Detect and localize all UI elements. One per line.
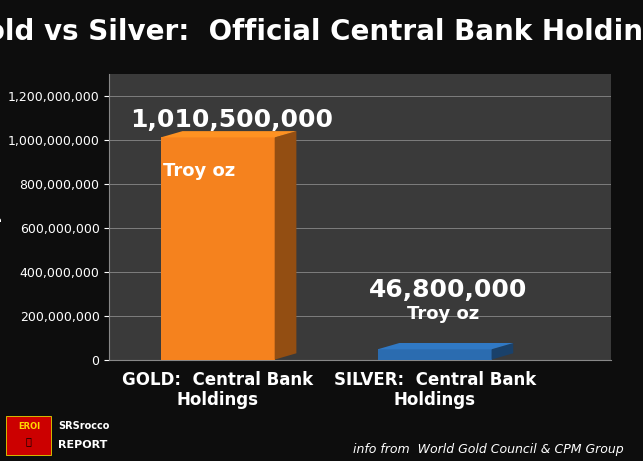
Polygon shape [275,131,296,360]
Polygon shape [377,349,491,360]
Text: REPORT: REPORT [58,440,107,450]
FancyBboxPatch shape [6,416,51,455]
Polygon shape [161,131,296,137]
Text: Troy oz: Troy oz [163,162,235,180]
Polygon shape [491,343,513,360]
Text: Troy oz: Troy oz [406,305,479,323]
Text: 46,800,000: 46,800,000 [369,278,527,302]
Text: info from  World Gold Council & CPM Group: info from World Gold Council & CPM Group [353,443,624,456]
Y-axis label: Troy  oz: Troy oz [0,186,2,247]
Polygon shape [161,137,275,360]
Polygon shape [377,343,513,349]
Text: Gold vs Silver:  Official Central Bank Holdings: Gold vs Silver: Official Central Bank Ho… [0,18,643,47]
Text: EROI: EROI [18,422,40,431]
Ellipse shape [16,433,42,449]
Text: SRSrocco: SRSrocco [58,421,109,431]
Text: 1,010,500,000: 1,010,500,000 [130,108,333,132]
Text: 🐂: 🐂 [26,437,32,446]
